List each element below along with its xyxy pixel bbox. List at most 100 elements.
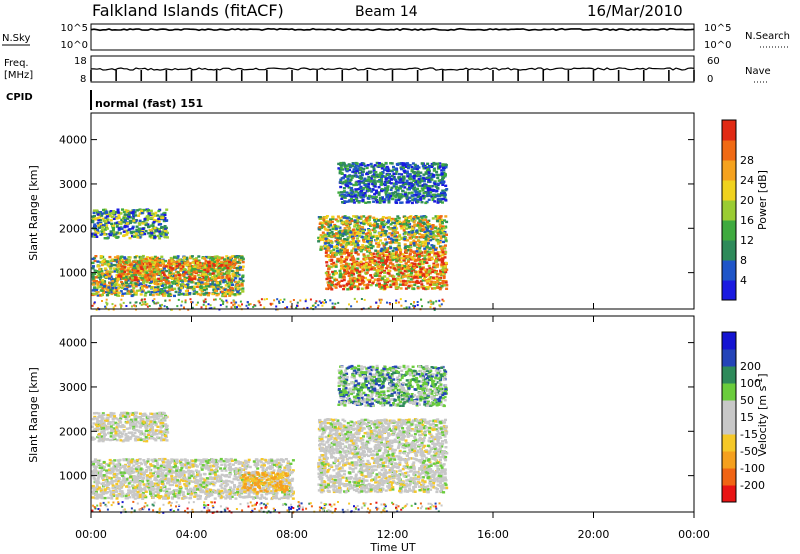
range-cell — [240, 283, 244, 286]
range-cell — [414, 254, 418, 257]
range-cell — [177, 287, 181, 290]
range-cell — [99, 256, 103, 260]
range-cell — [423, 254, 427, 258]
range-cell — [212, 262, 215, 266]
range-cell — [188, 268, 192, 271]
range-cell — [441, 260, 445, 263]
range-cell — [122, 234, 126, 238]
range-cell — [299, 299, 302, 302]
range-cell — [366, 196, 370, 200]
range-cell — [164, 259, 168, 263]
range-cell — [219, 286, 223, 289]
range-cell — [394, 190, 398, 194]
range-cell — [374, 197, 377, 200]
range-cell — [365, 268, 369, 272]
range-cell — [346, 264, 350, 267]
nsky-trace — [90, 27, 695, 32]
range-cell — [369, 170, 373, 173]
range-cell — [176, 282, 180, 286]
range-cell — [104, 275, 108, 279]
range-cell — [401, 179, 405, 182]
range-cell — [390, 252, 394, 255]
range-cell — [343, 165, 347, 169]
range-cell — [444, 215, 448, 218]
range-cell — [132, 260, 136, 264]
range-cell — [350, 274, 354, 277]
range-cell — [112, 227, 115, 230]
range-cell — [424, 236, 428, 239]
range-cell — [368, 260, 372, 264]
range-cell — [441, 222, 444, 225]
range-cell — [344, 200, 348, 203]
range-cell — [263, 306, 266, 309]
range-cell — [397, 274, 401, 277]
range-cell — [421, 244, 425, 248]
range-cell — [435, 186, 439, 190]
range-cell — [408, 182, 412, 185]
range-cell — [421, 194, 425, 198]
range-cell — [442, 235, 445, 238]
range-cell — [341, 264, 345, 267]
range-cell — [128, 285, 132, 288]
nave-markers — [90, 70, 695, 81]
range-cell — [120, 270, 124, 273]
range-cell — [344, 179, 348, 182]
range-cell — [343, 238, 347, 241]
range-cell — [324, 246, 327, 249]
range-cell — [96, 224, 100, 227]
range-cell — [330, 258, 334, 261]
range-cell — [343, 164, 347, 167]
range-cell — [324, 254, 328, 258]
range-cell — [324, 271, 328, 275]
range-cell — [345, 219, 349, 223]
range-cell — [335, 260, 339, 263]
range-cell — [430, 247, 434, 250]
range-cell — [105, 212, 109, 216]
range-cell — [349, 182, 353, 186]
range-cell — [146, 279, 150, 282]
range-cell — [387, 269, 391, 272]
range-cell — [118, 261, 122, 264]
range-cell — [170, 260, 174, 263]
range-cell — [159, 232, 163, 235]
range-cell — [132, 219, 136, 222]
range-cell — [225, 255, 229, 258]
range-cell — [350, 195, 354, 198]
range-cell — [330, 220, 334, 224]
range-cell — [99, 223, 103, 226]
range-cell — [93, 228, 97, 231]
range-cell — [113, 291, 117, 294]
range-cell — [378, 285, 382, 288]
range-cell — [189, 255, 193, 258]
range-cell — [230, 277, 234, 280]
range-cell — [435, 277, 438, 280]
range-cell — [414, 280, 418, 284]
range-cell — [213, 255, 217, 258]
range-cell — [161, 271, 165, 274]
range-cell — [188, 274, 192, 277]
range-cell — [396, 231, 399, 234]
range-cell — [132, 213, 135, 216]
range-cell — [131, 210, 135, 214]
range-cell — [217, 285, 220, 288]
range-cell — [156, 259, 160, 262]
range-cell — [215, 292, 219, 295]
range-cell — [352, 168, 356, 171]
range-cell — [373, 185, 377, 188]
range-cell — [176, 284, 180, 287]
range-cell — [438, 287, 442, 291]
range-cell — [136, 270, 140, 273]
range-cell — [154, 288, 158, 292]
range-cell — [329, 251, 333, 254]
range-cell — [162, 261, 166, 264]
range-cell — [205, 255, 208, 259]
range-cell — [201, 266, 205, 269]
range-cell — [372, 169, 376, 172]
range-cell — [167, 294, 171, 298]
range-cell — [403, 246, 407, 250]
range-cell — [390, 280, 394, 283]
range-cell — [204, 277, 208, 281]
range-cell — [317, 304, 320, 307]
range-cell — [354, 231, 357, 235]
range-cell — [168, 268, 172, 272]
